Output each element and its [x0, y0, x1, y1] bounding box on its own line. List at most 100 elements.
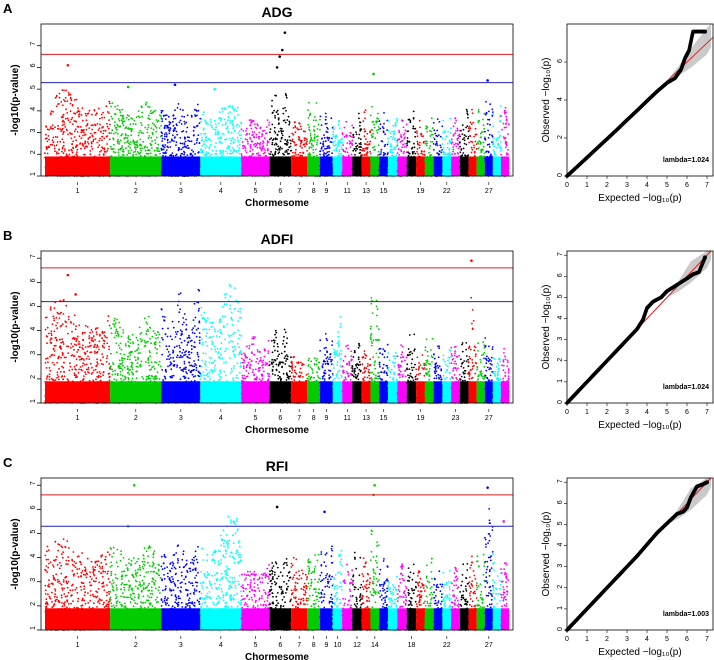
snp-point — [137, 152, 140, 154]
snp-point — [466, 125, 469, 127]
snp-point — [146, 153, 149, 155]
snp-point — [261, 135, 263, 138]
snp-point — [127, 134, 129, 137]
snp-point — [425, 125, 428, 128]
snp-point — [349, 135, 352, 138]
snp-point — [184, 123, 186, 125]
snp-point — [315, 143, 318, 146]
snp-point — [451, 153, 453, 156]
snp-point — [444, 131, 446, 134]
snp-point — [323, 154, 325, 157]
snp-point — [423, 140, 425, 143]
snp-point — [75, 98, 78, 101]
snp-point — [146, 146, 149, 149]
snp-point — [412, 125, 415, 128]
snp-point — [248, 119, 251, 122]
snp-point — [54, 150, 56, 153]
snp-point — [154, 109, 157, 112]
snp-point — [436, 135, 439, 138]
snp-point — [317, 123, 320, 126]
snp-point — [507, 153, 509, 156]
snp-point — [53, 350, 56, 352]
snp-point — [337, 139, 340, 142]
snp-point — [462, 138, 464, 141]
snp-point — [103, 331, 106, 334]
snp-point — [470, 146, 473, 149]
snp-point — [152, 128, 155, 131]
snp-point — [249, 138, 252, 140]
snp-point — [217, 137, 220, 140]
snp-point — [213, 145, 216, 148]
snp-point — [69, 102, 72, 105]
snp-point — [497, 142, 500, 145]
snp-point — [201, 144, 204, 147]
snp-point — [73, 112, 75, 115]
snp-point — [238, 144, 241, 146]
snp-point — [148, 135, 151, 137]
snp-point — [319, 129, 321, 131]
snp-point — [224, 123, 227, 126]
snp-point — [253, 143, 255, 146]
snp-point — [463, 137, 466, 139]
snp-point — [231, 120, 234, 123]
snp-point — [257, 152, 259, 155]
snp-point — [76, 338, 78, 341]
snp-point — [419, 126, 421, 129]
snp-point — [226, 152, 229, 155]
snp-point — [235, 125, 238, 127]
snp-point — [71, 143, 74, 145]
snp-point — [119, 139, 122, 142]
qq-x-tick-label: 3 — [625, 182, 629, 189]
snp-point — [507, 148, 509, 151]
snp-point — [238, 147, 241, 149]
snp-point — [71, 354, 74, 356]
snp-point — [46, 342, 48, 345]
snp-point — [162, 152, 165, 154]
snp-point — [139, 130, 142, 132]
snp-point — [261, 130, 264, 133]
snp-point — [295, 154, 297, 156]
snp-point — [417, 153, 419, 155]
snp-point — [392, 124, 395, 127]
snp-point — [166, 139, 169, 142]
snp-point — [273, 143, 276, 146]
snp-point — [474, 133, 477, 136]
snp-point — [179, 119, 182, 122]
snp-point — [121, 145, 124, 147]
snp-point — [198, 122, 201, 125]
snp-point — [158, 127, 161, 129]
snp-point — [450, 138, 453, 141]
snp-point — [129, 152, 132, 155]
snp-point — [308, 142, 311, 145]
snp-point — [358, 152, 361, 155]
snp-point — [50, 330, 53, 333]
snp-point — [161, 120, 164, 123]
snp-point — [249, 143, 252, 146]
snp-point — [151, 140, 154, 143]
snp-point — [213, 119, 216, 122]
snp-band — [387, 156, 398, 176]
snp-point — [181, 142, 184, 145]
snp-point — [363, 135, 366, 138]
snp-point — [448, 149, 451, 151]
qq-x-tick-label: 2 — [605, 182, 609, 189]
snp-point — [333, 149, 336, 152]
snp-point — [56, 151, 58, 154]
snp-point — [113, 113, 116, 115]
snp-point — [87, 112, 90, 115]
snp-point — [113, 132, 115, 135]
snp-point — [284, 151, 286, 153]
snp-point — [354, 149, 357, 152]
snp-point — [381, 140, 384, 143]
snp-point — [337, 120, 340, 123]
snp-point — [63, 375, 66, 378]
snp-point — [251, 134, 254, 137]
snp-point — [60, 101, 63, 103]
snp-point — [274, 94, 276, 97]
snp-point — [362, 147, 365, 150]
snp-point — [94, 339, 96, 341]
snp-point — [130, 134, 133, 137]
snp-point — [108, 324, 111, 327]
snp-point — [106, 125, 109, 128]
snp-point — [236, 106, 239, 109]
